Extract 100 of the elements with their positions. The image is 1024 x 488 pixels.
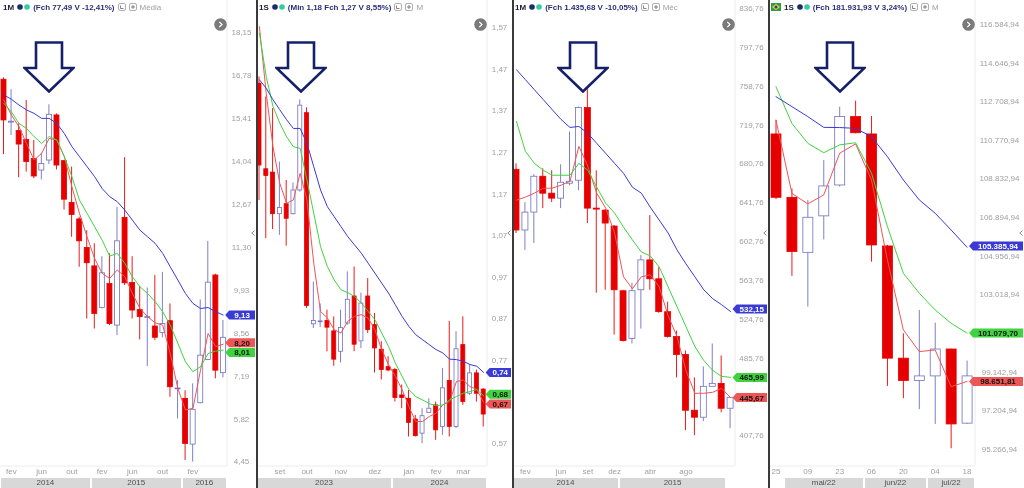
data-label: 465,99 [739,373,765,383]
text: 2014 [556,478,575,488]
candlestick [76,216,83,268]
annotation: Média [139,2,162,12]
candlestick [548,169,556,203]
x-tick-label: nov [334,466,348,476]
y-tick-label: 836,76 [739,4,765,14]
candlestick [38,152,45,180]
y-tick-label: 9,93 [233,285,250,295]
line-series [775,96,968,248]
candlestick [324,309,330,352]
candlestick [68,166,75,238]
x-tick-label: dez [368,466,382,476]
text: mai/22 [811,478,836,488]
y-tick-label: 116.584,94 [979,19,1020,29]
data-label: 0,68 [492,390,509,400]
y-tick-label: 563,76 [739,275,765,285]
x-tick-label: out [66,466,79,476]
chart-subtitle: (Fch 77,49 V -12,41%) [33,2,115,12]
y-tick-label: 16,78 [231,71,253,81]
candlestick [601,208,609,291]
data-label: 8,20 [234,338,251,348]
chart-subtitle: (Fch 1.435,68 V -10,05%) [545,2,638,12]
x-tick-label: ago [679,466,694,476]
y-tick-label: 1,47 [491,64,508,74]
x-tick-label: fev [187,466,199,476]
y-tick-label: 1,07 [491,231,508,241]
data-label: 98.651,81 [980,377,1017,387]
x-tick-label: fev [6,466,17,476]
candlestick [726,396,734,429]
x-tick-label: out [157,466,170,476]
candlestick [283,179,289,247]
y-tick-label: 1,27 [491,148,508,158]
candlestick [646,214,654,291]
x-tick-label: jun [554,466,567,476]
chart-title: 1M [515,2,527,12]
y-tick-label: 0,87 [491,314,508,324]
y-tick-label: 797,76 [739,42,765,52]
y-tick-label: 602,76 [739,237,765,247]
y-tick-label: 104.956,94 [979,251,1021,261]
y-tick-label: 5,82 [233,414,250,424]
x-tick-label: fev [96,466,108,476]
y-tick-label: 106.894,94 [979,213,1021,223]
y-tick-label: 1,57 [491,23,508,33]
data-label: 0,74 [492,368,509,378]
y-tick-label: 758,76 [739,81,765,91]
data-label: 0,67 [492,399,509,409]
candlestick [426,397,432,413]
candlestick [708,343,716,387]
text: 2015 [127,478,146,488]
y-tick-label: 14,04 [231,157,253,167]
x-tick-label: abr [644,466,657,476]
candlestick [83,229,90,319]
candlestick [539,167,547,209]
data-label: 9,13 [234,310,251,320]
y-tick-label: 108.832,94 [979,174,1021,184]
data-label: 101.079,70 [978,328,1019,338]
candlestick [151,274,158,341]
candlestick [691,376,698,436]
y-tick-label: 719,76 [739,120,765,130]
x-tick-label: dez [608,466,622,476]
chart-subtitle: (Fch 181.931,93 V 3,24%) [812,2,908,12]
candlestick [30,139,37,179]
x-tick-label: 25 [771,466,781,476]
x-tick-label: jun [126,466,138,476]
candlestick [474,369,479,403]
x-tick-label: 23 [835,466,845,476]
candlestick [174,379,181,419]
x-tick-label: fev [430,466,442,476]
candlestick [913,309,925,410]
chart-subtitle: (Min 1,18 Fch 1,27 V 8,55%) [287,2,392,12]
x-tick-label: 20 [898,466,909,476]
x-tick-label: 18 [962,466,973,476]
y-tick-label: 110.770,94 [979,135,1020,145]
y-tick-label: 11,30 [231,242,252,252]
text: 2015 [663,478,682,488]
y-tick-label: 524,76 [739,314,765,324]
text: 2014 [36,478,55,488]
candlestick [338,309,343,363]
data-label: 532,15 [739,304,765,314]
y-tick-label: 485,76 [739,353,765,363]
candlestick [290,182,296,215]
y-tick-label: 0,57 [491,439,508,449]
y-tick-label: 0,97 [491,272,508,282]
y-tick-label: 7,19 [233,371,250,381]
y-tick-label: 99.142,94 [981,367,1018,377]
x-tick-label: set [582,466,594,476]
x-tick-label: fev [520,466,531,476]
y-tick-label: 103.018,94 [979,290,1021,300]
candlestick [592,169,600,294]
y-tick-label: 1,37 [491,106,508,116]
y-tick-label: 680,76 [739,159,765,169]
y-tick-label: 4,45 [233,457,250,467]
data-label: 445,67 [739,393,765,403]
line-series [775,86,968,334]
x-tick-label: jun [35,466,47,476]
x-tick-label: 09 [803,466,813,476]
y-tick-label: 18,15 [231,28,253,38]
y-tick-label: 95.266,94 [981,444,1018,454]
y-tick-label: 407,76 [739,431,765,441]
